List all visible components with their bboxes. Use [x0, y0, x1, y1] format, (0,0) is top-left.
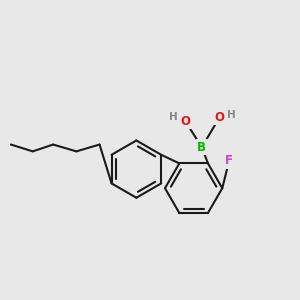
- Text: F: F: [225, 154, 233, 167]
- Text: O: O: [181, 115, 190, 128]
- Text: B: B: [197, 141, 206, 154]
- Text: O: O: [214, 111, 224, 124]
- Text: H: H: [169, 112, 178, 122]
- Text: H: H: [227, 110, 236, 119]
